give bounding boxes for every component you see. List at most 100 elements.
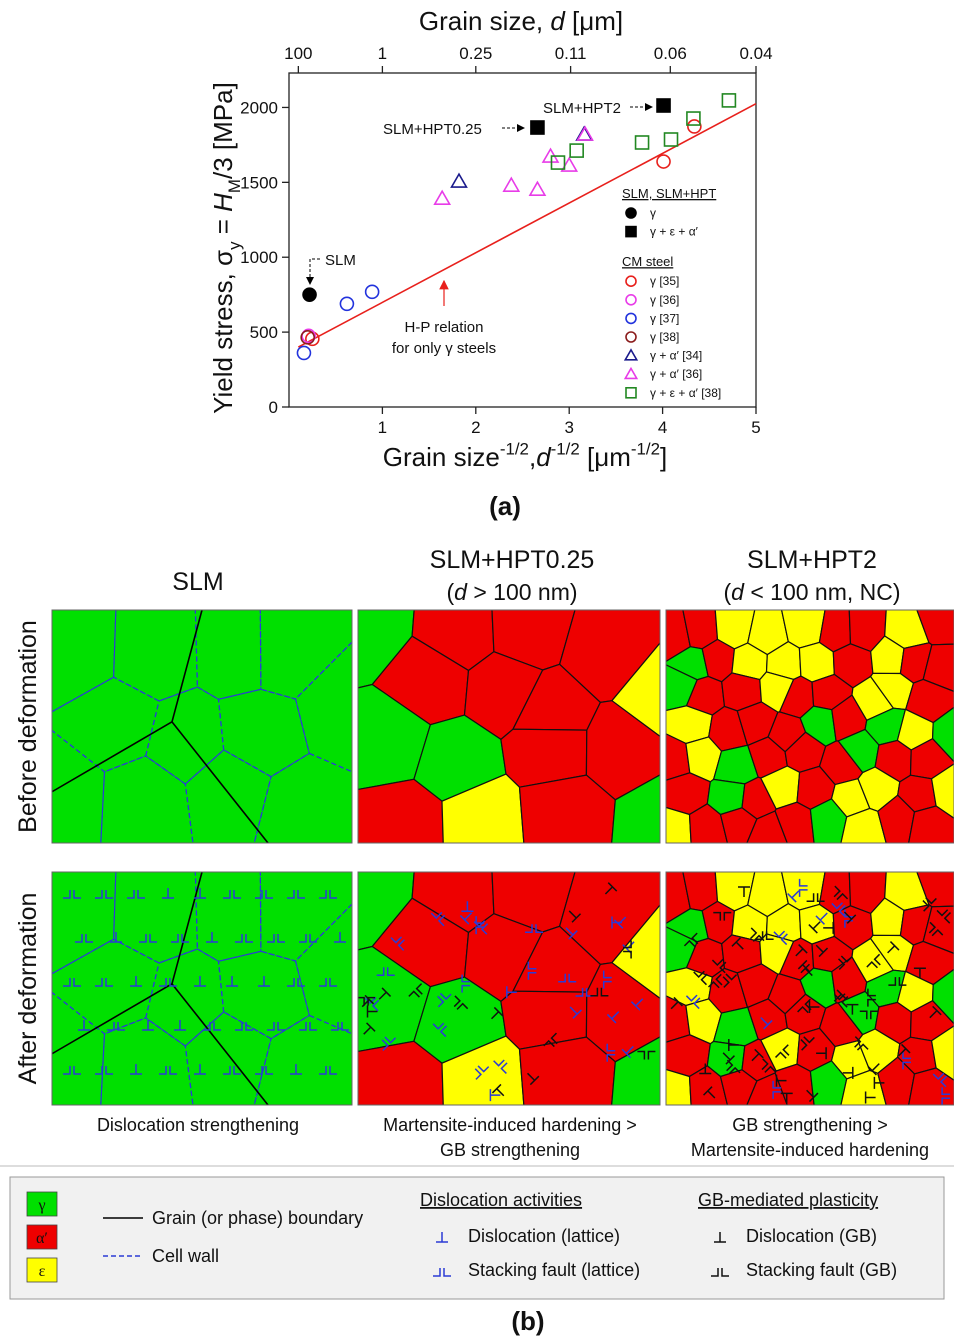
stacking-fault-symbol [95,978,113,987]
grain-boundary [171,983,269,1105]
data-point [302,287,317,302]
stacking-fault-symbol [685,994,701,1010]
stacking-fault-symbol [922,897,937,912]
phase-swatch [26,1191,58,1217]
legend-label: Stacking fault (GB) [746,1260,897,1280]
dislocation-symbol [780,1092,793,1104]
dislocation-symbol [606,1011,620,1024]
cell-wall [217,688,310,778]
dislocation-symbol [887,941,900,954]
y-tick-label: 1000 [240,248,278,267]
dislocation-symbol [823,921,834,934]
fit-label: H-P relation [405,319,484,336]
x2-tick-label: 0.04 [739,44,772,63]
stacking-fault-symbol [798,878,808,897]
dislocation-symbol [703,1086,716,1099]
grain [908,1067,954,1105]
panel-label: (a) [489,491,521,521]
dislocation-symbol [490,1006,504,1020]
y-axis-label-part: = [208,212,238,242]
stacking-fault-symbol [432,1022,448,1038]
stacking-fault-symbol [95,1066,113,1075]
stacking-fault-symbol [602,970,612,989]
dislocation-symbol [130,1064,142,1075]
stacking-fault-symbol [637,1050,656,1060]
phase-label: ε [39,1263,46,1280]
panel-border [51,609,353,844]
stacking-fault-symbol [755,931,774,940]
x2-axis-label-part: Grain size, [419,6,551,36]
legend-label: γ [37] [650,311,679,325]
dislocation-symbol [506,986,517,999]
column-subtitle-part: ( [723,579,731,605]
schematic-panel [52,872,352,1105]
column-subtitle: (d < 100 nm, NC) [723,579,900,605]
cell-wall [100,1017,194,1105]
x-axis-label-part: -1/2 [631,439,660,458]
x2-axis-label-part: d [550,6,566,36]
data-point [634,135,650,150]
column-subtitle-part: ( [446,579,454,605]
column-subtitle-part: d [454,579,468,605]
y-axis-label-part: M [225,179,244,193]
column-caption: GB strengthening > [732,1115,888,1135]
grain-fill [52,872,352,1105]
dislocation-symbol [815,912,828,925]
column-subtitle-part: d [731,579,745,605]
column-subtitle: (d > 100 nm) [446,579,577,605]
stacking-fault-symbol [773,930,788,946]
cell-wall [259,610,352,700]
data-point [450,172,468,188]
cell-wall [294,641,352,773]
grain [930,1025,954,1081]
dislocation-symbol [130,976,142,987]
dislocation-symbol [363,1022,376,1035]
x-axis-label-part: d [536,442,552,472]
stacking-fault-symbol [408,983,423,998]
dislocation-symbol [864,1091,876,1104]
stacking-fault-symbol [590,987,609,997]
x-tick-label: 1 [378,418,387,437]
cell-wall [259,872,352,962]
dislocation-symbol [846,1003,859,1015]
legend-label: Dislocation (GB) [746,1226,877,1246]
panel-border [51,871,353,1106]
stacking-fault-symbol [936,909,952,924]
data-point [687,119,702,134]
data-point [656,154,671,169]
stacking-fault-symbol [453,995,469,1010]
stacking-fault-symbol [437,992,452,1008]
stacking-fault-symbol [711,958,727,974]
grain [908,805,954,843]
dislocation-symbol [206,932,218,943]
x-tick-label: 5 [751,418,760,437]
schematic-panel [666,872,954,1105]
dislocation-symbol [760,1017,773,1030]
stacking-fault-symbol [831,902,846,917]
dislocation-symbol [568,910,582,923]
dislocation-symbol [842,1066,854,1079]
stacking-fault-symbol [287,890,305,899]
stacking-fault-symbol [722,973,738,988]
stacking-fault-symbol [527,961,537,980]
stacking-fault-symbol [941,1087,951,1105]
data-point [300,330,315,345]
cell-wall [184,1011,272,1105]
legend-label: Grain (or phase) boundary [152,1208,363,1228]
data-point [296,345,312,361]
data-point [339,296,355,312]
column-caption: Dislocation strengthening [97,1115,299,1135]
dislocation-symbol [808,1001,820,1013]
legend-label: Stacking fault (lattice) [468,1260,640,1280]
data-point [550,155,566,170]
dislocation-symbol [621,1045,634,1059]
stacking-fault-symbol [63,978,81,987]
dislocation-symbol [808,921,821,934]
stacking-fault-symbol [928,921,944,937]
stacking-fault-symbol [775,1044,790,1059]
stacking-fault-symbol [726,1059,741,1075]
dislocation-symbol [630,998,644,1011]
cell-wall [184,749,272,843]
dislocation-symbol [787,890,800,903]
